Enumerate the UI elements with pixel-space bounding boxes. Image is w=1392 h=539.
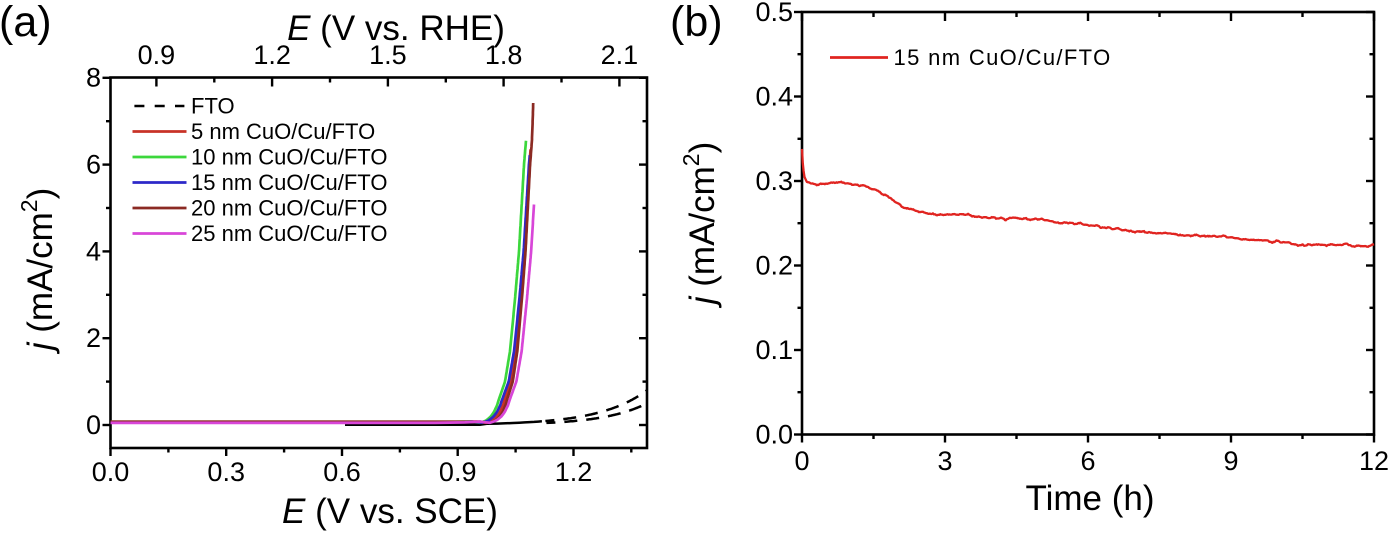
svg-text:12: 12 bbox=[1359, 446, 1389, 476]
svg-text:0.0: 0.0 bbox=[92, 457, 130, 487]
svg-text:20 nm CuO/Cu/FTO: 20 nm CuO/Cu/FTO bbox=[191, 196, 387, 221]
svg-text:5 nm CuO/Cu/FTO: 5 nm CuO/Cu/FTO bbox=[191, 119, 375, 144]
svg-text:E (V vs. RHE): E (V vs. RHE) bbox=[287, 9, 505, 48]
svg-text:FTO: FTO bbox=[191, 94, 235, 119]
svg-text:j (mA/cm2): j (mA/cm2) bbox=[678, 142, 722, 309]
svg-text:0: 0 bbox=[86, 410, 101, 440]
svg-text:9: 9 bbox=[1223, 446, 1238, 476]
svg-text:Time (h): Time (h) bbox=[1026, 479, 1155, 518]
svg-text:j (mA/cm2): j (mA/cm2) bbox=[16, 188, 60, 355]
svg-text:(a): (a) bbox=[0, 0, 52, 46]
svg-text:0.4: 0.4 bbox=[755, 81, 793, 111]
svg-text:6: 6 bbox=[86, 150, 101, 180]
svg-text:0.3: 0.3 bbox=[207, 457, 245, 487]
svg-text:0.9: 0.9 bbox=[439, 457, 477, 487]
svg-text:1.2: 1.2 bbox=[555, 457, 593, 487]
svg-text:0.2: 0.2 bbox=[755, 250, 793, 280]
svg-text:8: 8 bbox=[86, 63, 101, 93]
svg-text:0.3: 0.3 bbox=[755, 166, 793, 196]
svg-text:3: 3 bbox=[937, 446, 952, 476]
svg-text:25 nm CuO/Cu/FTO: 25 nm CuO/Cu/FTO bbox=[191, 221, 387, 246]
svg-text:1.8: 1.8 bbox=[485, 40, 523, 70]
svg-text:0.9: 0.9 bbox=[138, 40, 176, 70]
svg-text:2: 2 bbox=[86, 323, 101, 353]
svg-text:0.0: 0.0 bbox=[755, 419, 793, 449]
svg-text:0.5: 0.5 bbox=[755, 0, 793, 27]
svg-text:0: 0 bbox=[794, 446, 809, 476]
svg-text:(b): (b) bbox=[670, 0, 723, 46]
svg-text:15 nm CuO/Cu/FTO: 15 nm CuO/Cu/FTO bbox=[894, 45, 1112, 70]
svg-text:1.2: 1.2 bbox=[253, 40, 291, 70]
svg-text:15 nm CuO/Cu/FTO: 15 nm CuO/Cu/FTO bbox=[191, 170, 387, 195]
svg-text:E (V vs. SCE): E (V vs. SCE) bbox=[282, 492, 498, 531]
svg-text:1.5: 1.5 bbox=[369, 40, 407, 70]
svg-text:6: 6 bbox=[1080, 446, 1095, 476]
svg-text:4: 4 bbox=[86, 236, 101, 266]
svg-text:10 nm CuO/Cu/FTO: 10 nm CuO/Cu/FTO bbox=[191, 145, 387, 170]
svg-text:0.1: 0.1 bbox=[755, 335, 793, 365]
svg-text:2.1: 2.1 bbox=[601, 40, 639, 70]
svg-text:0.6: 0.6 bbox=[323, 457, 361, 487]
